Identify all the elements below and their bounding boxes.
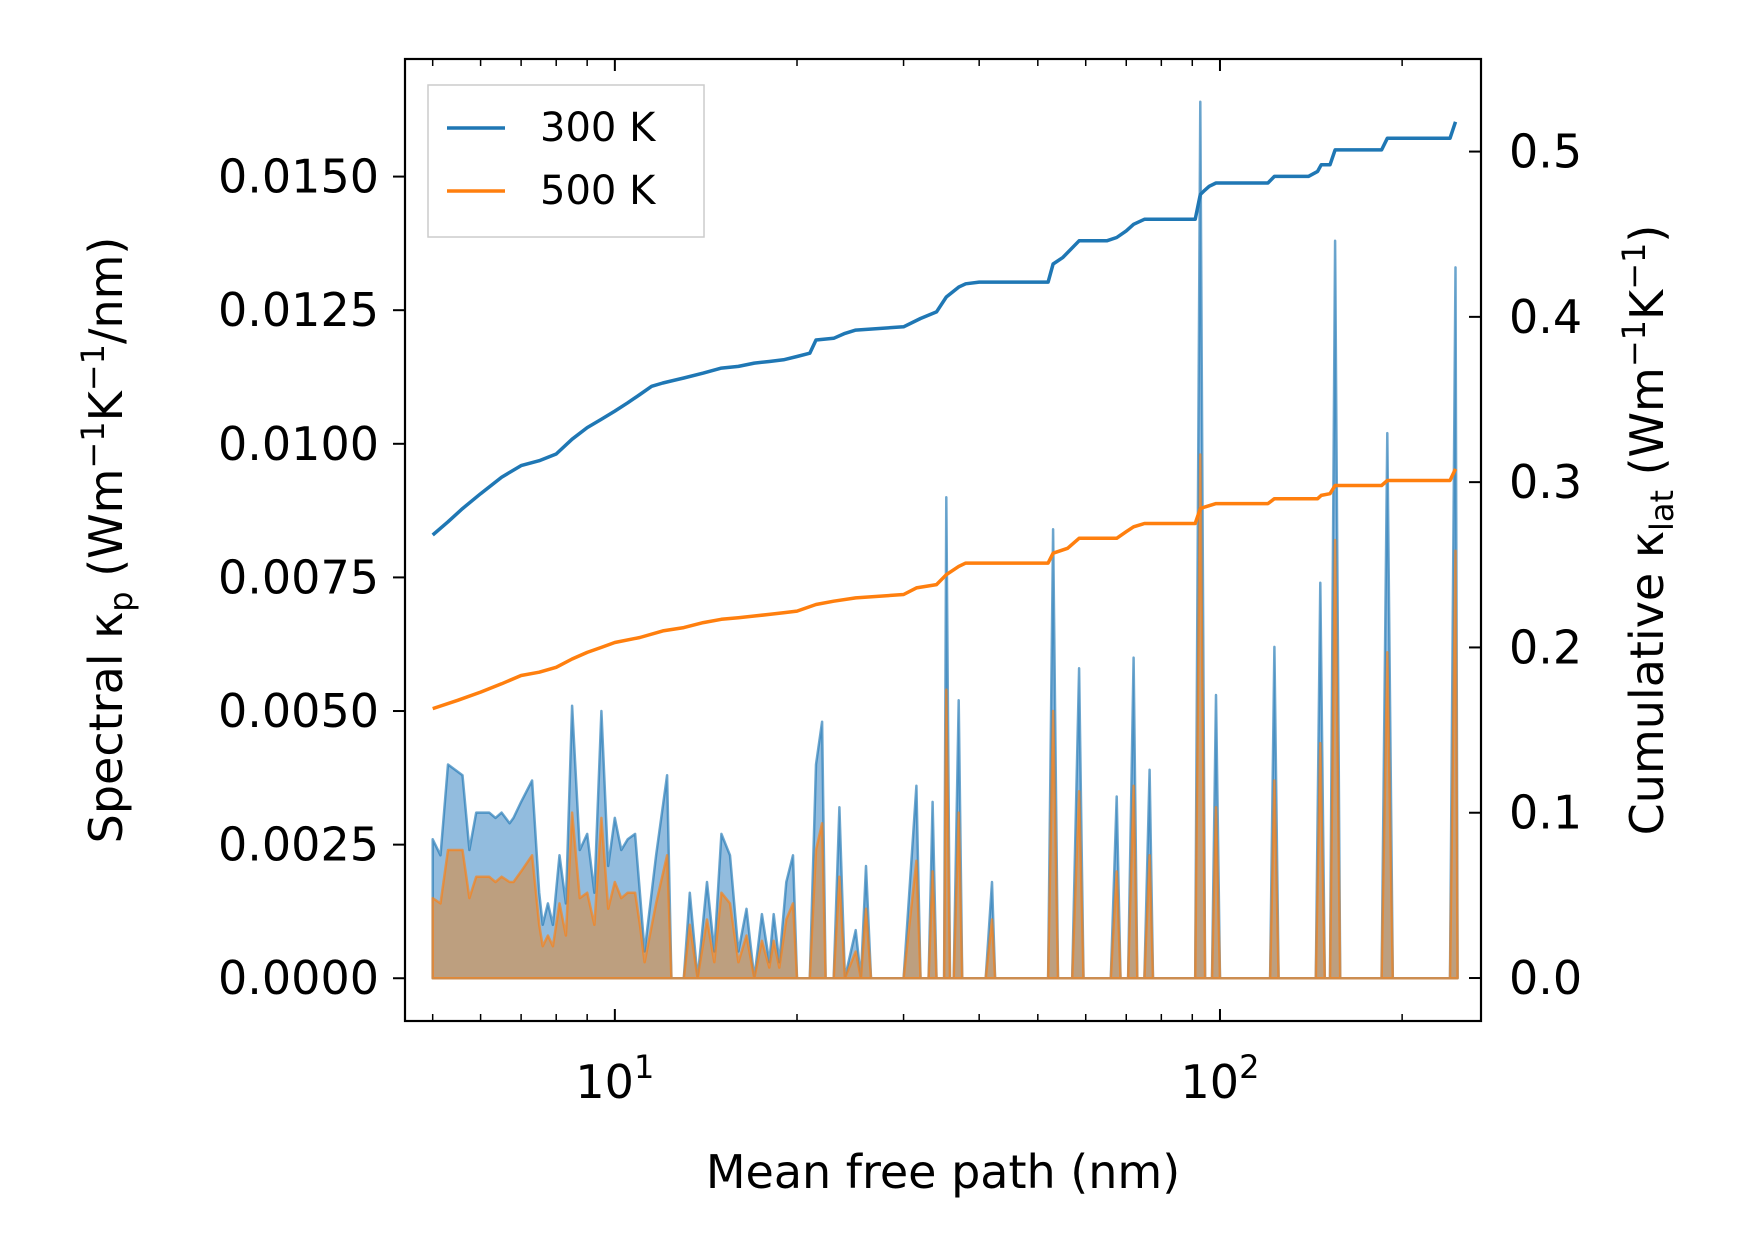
y-right-tick-label: 0.4: [1509, 290, 1582, 344]
x-tick-label: 101: [575, 1048, 654, 1109]
y-left-tick-label: 0.0100: [218, 417, 379, 471]
plot-area: [431, 100, 1459, 980]
legend-label-300k: 300 K: [540, 105, 657, 151]
y-right-tick-label: 0.2: [1509, 620, 1582, 674]
y-left-tick-label: 0.0000: [218, 951, 379, 1005]
y-right-tick-label: 0.5: [1509, 125, 1582, 179]
x-axis-label: Mean free path (nm): [706, 1145, 1180, 1199]
legend-box: [427, 84, 705, 238]
y-right-tick-label: 0.3: [1509, 455, 1582, 509]
spectral-area-500k: [431, 453, 1459, 980]
plot-frame: [403, 57, 1483, 1023]
y-left-tick-label: 0.0150: [218, 150, 379, 204]
y-left-tick-label: 0.0025: [218, 818, 379, 872]
y-right-tick-label: 0.1: [1509, 786, 1582, 840]
legend-label-500k: 500 K: [540, 168, 657, 214]
y-left-tick-label: 0.0075: [218, 550, 379, 604]
cumulative-line-300k: [431, 121, 1458, 537]
y-left-tick-label: 0.0125: [218, 283, 379, 337]
x-tick-label: 102: [1181, 1048, 1260, 1109]
y-right-tick-label: 0.0: [1509, 951, 1582, 1005]
axis-ticks: 0.00000.00250.00500.00750.01000.01250.01…: [218, 59, 1582, 1109]
y-left-tick-label: 0.0050: [218, 684, 379, 738]
legend: 300 K 500 K: [427, 84, 705, 238]
y-axis-label-right: Cumulative κlat (Wm−1K−1): [1615, 225, 1681, 836]
y-axis-label-left: Spectral κp (Wm−1K−1/nm): [74, 237, 140, 844]
cumulative-line-500k: [432, 468, 1458, 711]
